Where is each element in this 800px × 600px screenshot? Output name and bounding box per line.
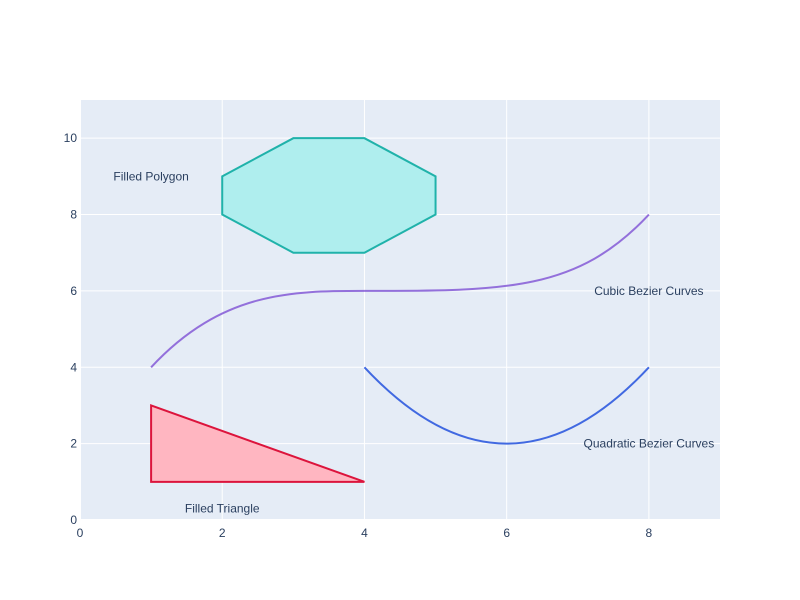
x-tick-label: 6 <box>503 526 510 540</box>
annotation-label: Filled Triangle <box>185 502 260 516</box>
ticks-layer: 0 2 4 6 8 0 2 4 6 8 10 <box>64 131 653 540</box>
quadratic-bezier-curve <box>363 366 650 445</box>
shapes-layer <box>150 137 650 483</box>
annotation-label: Cubic Bezier Curves <box>594 284 703 298</box>
annotation-label: Quadratic Bezier Curves <box>584 437 715 451</box>
y-tick-label: 6 <box>70 284 77 298</box>
annotations-layer: Filled Polygon Filled Triangle Cubic Bezie… <box>113 169 714 515</box>
cubic-bezier-curve <box>150 289 365 368</box>
y-tick-label: 4 <box>70 360 77 374</box>
x-tick-label: 4 <box>361 526 368 540</box>
y-tick-label: 10 <box>64 131 78 145</box>
x-tick-label: 8 <box>646 526 653 540</box>
filled-triangle <box>150 404 365 483</box>
cubic-bezier-curve <box>364 213 650 292</box>
x-tick-label: 2 <box>219 526 226 540</box>
y-tick-label: 8 <box>70 208 77 222</box>
y-tick-label: 0 <box>70 513 77 527</box>
y-tick-label: 2 <box>70 437 77 451</box>
x-tick-label: 0 <box>77 526 84 540</box>
annotation-label: Filled Polygon <box>113 169 188 183</box>
filled-polygon <box>221 137 437 254</box>
